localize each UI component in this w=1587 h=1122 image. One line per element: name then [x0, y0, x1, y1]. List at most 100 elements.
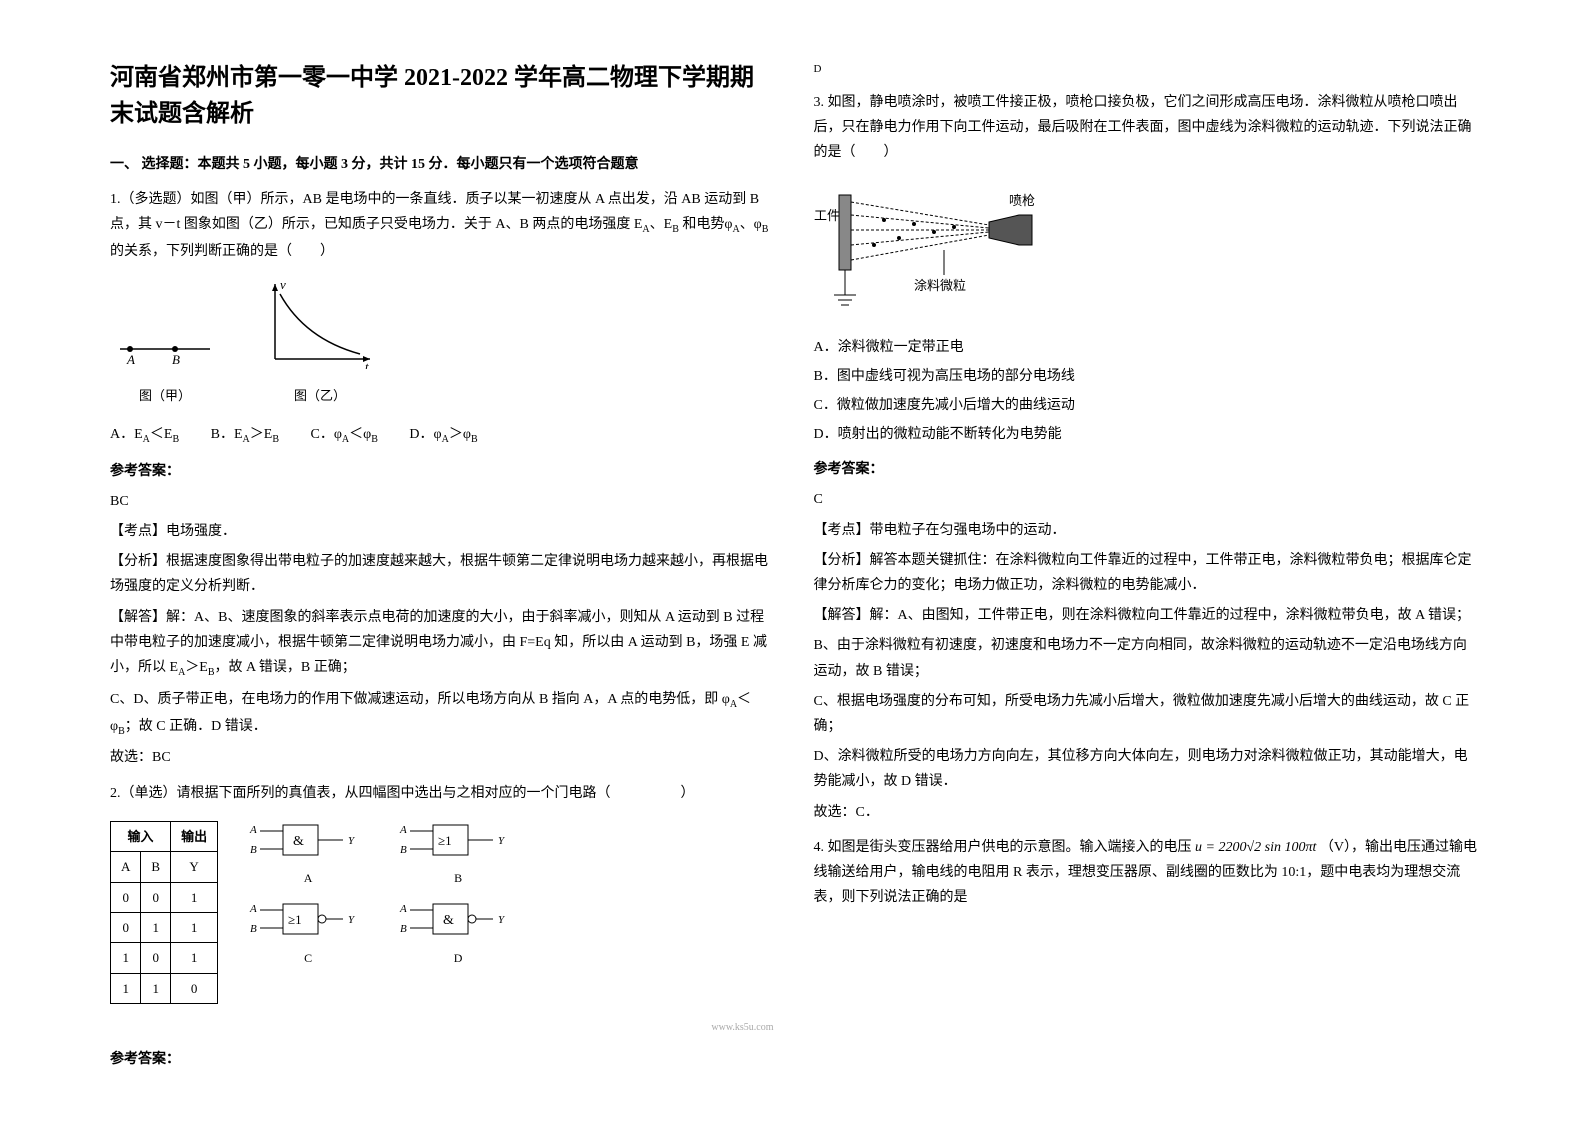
r3b: 0: [141, 943, 171, 973]
q3-guxuan: 故选：C．: [814, 800, 1478, 825]
q4-formula: u = 2200√2 sin 100πt: [1195, 840, 1316, 855]
svg-text:Y: Y: [498, 835, 506, 847]
q1-opt-d-s1: A: [442, 434, 449, 445]
q3-jieda-a: 【解答】解：A、由图知，工件带正电，则在涂料微粒向工件靠近的过程中，涂料微粒带负…: [814, 603, 1478, 628]
q1-opt-c-mid: ＜φ: [349, 427, 371, 442]
q1-opt-a-s1: A: [143, 434, 150, 445]
q1-jieda2-text: C、D、质子带正电，在电场力的作用下做减速运动，所以电场方向从 B 指向 A，A…: [110, 692, 730, 707]
q2-table-container: 输入 输出 A B Y 001 011 101 110 A B &: [110, 821, 774, 1004]
q1-stem-mid: 、E: [650, 217, 673, 232]
right-column: D 3. 如图，静电喷涂时，被喷工件接正极，喷枪口接负极，它们之间形成高压电场．…: [794, 60, 1498, 1062]
gate-a-label: A: [248, 868, 368, 890]
svg-text:≥1: ≥1: [288, 912, 302, 927]
q3-opt-a: A．涂料微粒一定带正电: [814, 335, 1478, 360]
diagram-jia-label: 图（甲）: [110, 384, 220, 407]
q1-opt-d-s2: B: [471, 434, 478, 445]
svg-text:Y: Y: [498, 914, 506, 926]
q1-opt-a-s2: B: [172, 434, 179, 445]
gate-b-label: B: [398, 868, 518, 890]
r3y: 1: [171, 943, 218, 973]
section-1-header: 一、 选择题：本题共 5 小题，每小题 3 分，共计 15 分．每小题只有一个选…: [110, 152, 774, 177]
gates-grid: A B & Y A A B ≥1: [248, 821, 518, 969]
q3-opt-d: D．喷射出的微粒动能不断转化为电势能: [814, 422, 1478, 447]
th-output: 输出: [171, 821, 218, 851]
q1-jieda1: 【解答】解：A、B、速度图象的斜率表示点电荷的加速度的大小，由于斜率减小，则知从…: [110, 605, 774, 682]
q1-answer-label: 参考答案：: [110, 459, 774, 484]
diagram-yi: v t 图（乙）: [260, 279, 380, 407]
question-1: 1.（多选题）如图（甲）所示，AB 是电场中的一条直线．质子以某一初速度从 A …: [110, 187, 774, 264]
q1-sub-a: A: [642, 224, 649, 235]
q1-opt-b-s1: A: [243, 434, 250, 445]
q1-opt-d-pre: D．φ: [381, 427, 441, 442]
svg-text:A: A: [126, 352, 135, 367]
page-title: 河南省郑州市第一零一中学 2021-2022 学年高二物理下学期期末试题含解析: [110, 60, 774, 132]
q1-opt-a-pre: A．E: [110, 427, 143, 442]
q1-opt-a-mid: ＜E: [150, 427, 173, 442]
svg-text:B: B: [250, 923, 257, 935]
svg-label-gongjian: 工件: [814, 208, 840, 223]
th-input: 输入: [111, 821, 171, 851]
gate-d-svg: A B & Y: [398, 900, 518, 940]
r1y: 1: [171, 882, 218, 912]
q1-j1-end: ，故 A 错误，B 正确；: [215, 660, 356, 675]
q1-sub-a2: A: [732, 224, 739, 235]
q1-stem-part3: 的关系，下列判断正确的是（ ）: [110, 244, 334, 259]
svg-text:&: &: [293, 834, 304, 849]
q3-kaodian: 【考点】带电粒子在匀强电场中的运动．: [814, 518, 1478, 543]
q3-diagram: 工件 喷枪 涂料微粒: [814, 180, 1478, 319]
svg-text:t: t: [365, 359, 369, 369]
q1-opt-b-s2: B: [272, 434, 279, 445]
r2a: 0: [111, 912, 141, 942]
gate-c: A B ≥1 Y C: [248, 900, 368, 969]
q1-opt-b-pre: B．E: [183, 427, 243, 442]
svg-text:≥1: ≥1: [438, 833, 452, 848]
r3a: 1: [111, 943, 141, 973]
q1-opt-c-s2: B: [371, 434, 378, 445]
q1-j1-mid: ＞E: [185, 660, 208, 675]
q1-sub-b2: B: [762, 224, 769, 235]
question-4: 4. 如图是街头变压器给用户供电的示意图。输入端接入的电压 u = 2200√2…: [814, 835, 1478, 911]
svg-label-penqiang: 喷枪: [1009, 193, 1035, 208]
q1-opt-d-mid: ＞φ: [449, 427, 471, 442]
q1-sub-b: B: [672, 224, 679, 235]
r1b: 0: [141, 882, 171, 912]
q1-jieda2: C、D、质子带正电，在电场力的作用下做减速运动，所以电场方向从 B 指向 A，A…: [110, 687, 774, 741]
svg-text:Y: Y: [348, 835, 356, 847]
q1-opt-b-mid: ＞E: [250, 427, 273, 442]
q3-answer: C: [814, 487, 1478, 512]
watermark: www.ks5u.com: [110, 1019, 774, 1037]
svg-text:A: A: [249, 824, 257, 836]
gate-c-label: C: [248, 948, 368, 970]
svg-text:&: &: [443, 913, 454, 928]
r2b: 1: [141, 912, 171, 942]
spray-svg: 工件 喷枪 涂料微粒: [814, 180, 1074, 310]
q1-stem-part2: 和电势φ: [682, 217, 732, 232]
q1-j2-sb: B: [118, 725, 125, 736]
left-column: 河南省郑州市第一零一中学 2021-2022 学年高二物理下学期期末试题含解析 …: [90, 60, 794, 1062]
r2y: 1: [171, 912, 218, 942]
r4b: 1: [141, 973, 171, 1003]
q3-fenxi: 【分析】解答本题关键抓住：在涂料微粒向工件靠近的过程中，工件带正电，涂料微粒带负…: [814, 548, 1478, 598]
q1-fenxi: 【分析】根据速度图象得出带电粒子的加速度越来越大，根据牛顿第二定律说明电场力越来…: [110, 549, 774, 599]
question-2-stem: 2.（单选）请根据下面所列的真值表，从四幅图中选出与之相对应的一个门电路（ ）: [110, 781, 774, 806]
diagram-yi-svg: v t: [260, 279, 380, 369]
q1-diagram-container: A B 图（甲） v t 图（乙）: [110, 279, 774, 407]
svg-text:A: A: [249, 903, 257, 915]
th-y: Y: [171, 852, 218, 882]
gate-d: A B & Y D: [398, 900, 518, 969]
q3-jieda-d: D、涂料微粒所受的电场力方向向左，其位移方向大体向左，则电场力对涂料微粒做正功，…: [814, 744, 1478, 794]
q2-answer-d: D: [814, 60, 1478, 80]
q1-answer: BC: [110, 489, 774, 514]
q1-opt-c-pre: C．φ: [283, 427, 342, 442]
svg-text:B: B: [250, 844, 257, 856]
th-b: B: [141, 852, 171, 882]
svg-text:B: B: [400, 923, 407, 935]
svg-text:A: A: [399, 824, 407, 836]
q1-options: A．EA＜EB B．EA＞EB C．φA＜φB D．φA＞φB: [110, 422, 774, 449]
q1-kaodian: 【考点】电场强度．: [110, 519, 774, 544]
diagram-jia: A B 图（甲）: [110, 329, 220, 407]
q3-opt-b: B．图中虚线可视为高压电场的部分电场线: [814, 364, 1478, 389]
q1-j2-end: ；故 C 正确．D 错误．: [125, 719, 267, 734]
diagram-yi-label: 图（乙）: [260, 384, 380, 407]
gate-d-label: D: [398, 948, 518, 970]
